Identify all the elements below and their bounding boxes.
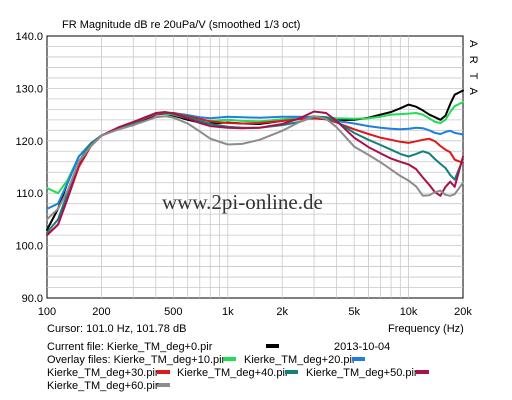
x-tick-label: 10k	[400, 306, 418, 318]
cursor-readout: Cursor: 101.0 Hz, 101.78 dB	[47, 323, 186, 335]
measurement-date: 2013-10-04	[334, 341, 390, 353]
x-tick-label: 200	[92, 306, 110, 318]
y-tick-label: 130.0	[15, 83, 43, 95]
legend-entry: Kierke_TM_deg+30.pir	[47, 367, 159, 379]
y-tick-label: 140.0	[15, 31, 43, 43]
legend-entry: Kierke_TM_deg+50.pir	[306, 367, 418, 379]
overlay-files-label: Overlay files: Kierke_TM_deg+10.pir	[47, 354, 226, 366]
x-tick-label: 2k	[276, 306, 288, 318]
x-tick-label: 500	[164, 306, 182, 318]
series-line	[46, 110, 464, 237]
legend-entry: Kierke_TM_deg+40.pir	[177, 367, 289, 379]
y-tick-label: 100.0	[15, 241, 43, 253]
y-tick-label: 120.0	[15, 136, 43, 148]
legend: Kierke_TM_deg+20.pir Kierke_TM_deg+30.pir…	[47, 344, 429, 392]
current-file-label: Current file: Kierke_TM_deg+0.pir	[47, 341, 213, 353]
legend-entry: Kierke_TM_deg+20.pir	[244, 354, 356, 366]
legend-entry: Kierke_TM_deg+60.pir	[47, 380, 159, 392]
series-line	[46, 115, 464, 221]
y-tick-label: 110.0	[16, 188, 43, 200]
grid-lines	[47, 36, 463, 298]
series-layer	[46, 89, 464, 237]
plot-area	[46, 35, 464, 299]
arta-label: A R T A	[467, 40, 479, 98]
tick-labels: 100 200 500 1k 2k 5k 10k 20k 90.0 100.0 110.0 120.0…	[15, 31, 472, 318]
chart-title: FR Magnitude dB re 20uPa/V (smoothed 1/3…	[62, 19, 300, 31]
x-tick-label: 20k	[454, 306, 472, 318]
x-tick-label: 100	[38, 306, 56, 318]
x-axis-label: Frequency (Hz)	[388, 323, 464, 335]
y-tick-label: 90.0	[22, 293, 43, 305]
x-tick-label: 1k	[222, 306, 234, 318]
x-tick-label: 5k	[348, 306, 360, 318]
watermark: www.2pi-online.de	[162, 190, 323, 214]
